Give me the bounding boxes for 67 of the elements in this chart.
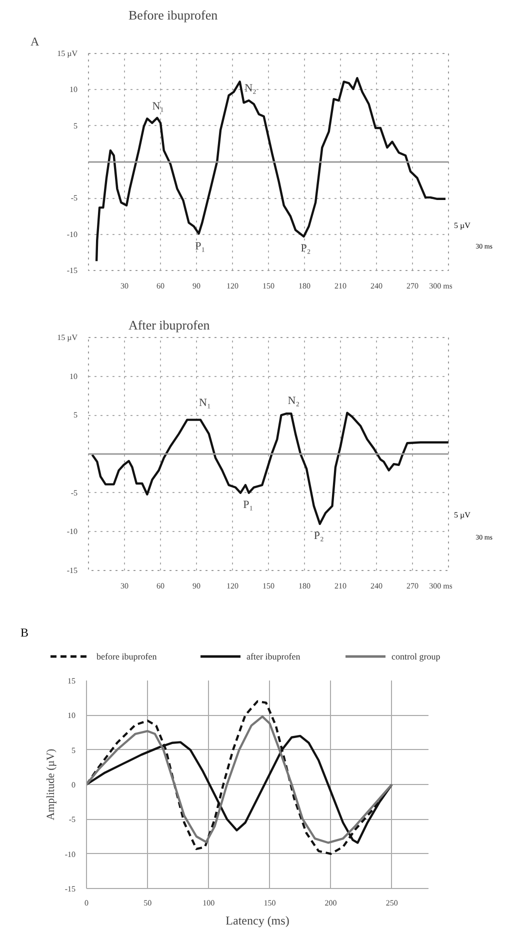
legend-label: control group (392, 652, 441, 662)
x-tick-label: 90 (192, 582, 200, 590)
annotation: N₁ (152, 100, 164, 113)
annotation: N₂ (244, 82, 257, 95)
x-tick-label: 300 ms (429, 582, 453, 590)
annotation: P₁ (243, 498, 254, 511)
text: 5 µV (454, 221, 471, 230)
x-tick-label: 50 (144, 898, 152, 908)
annotation: N₂ (288, 394, 300, 407)
annotation: P₁ (195, 240, 206, 252)
y-tick-label: -5 (70, 488, 78, 498)
line-series (91, 412, 448, 525)
annotation: P₂ (314, 530, 324, 542)
y-tick-label: -5 (68, 815, 76, 824)
x-tick-label: 150 (262, 582, 274, 590)
y-tick-label: 15 µV (57, 333, 78, 342)
y-tick-label: -15 (66, 266, 78, 275)
y-tick-label: -15 (64, 884, 76, 894)
x-tick-label: 150 (262, 282, 274, 290)
x-tick-label: 60 (156, 582, 164, 590)
text: A (30, 34, 40, 48)
text: 5 µV (454, 510, 471, 520)
x-tick-label: 0 (84, 898, 88, 908)
chart-title: Before ibuprofen (128, 8, 218, 22)
x-tick-label: 120 (226, 582, 238, 590)
x-tick-label: 180 (298, 582, 310, 590)
y-tick-label: 10 (70, 372, 78, 381)
y-tick-label: -5 (70, 194, 78, 203)
x-tick-label: 250 (386, 898, 398, 908)
x-tick-label: 240 (370, 582, 382, 590)
x-tick-label: 180 (298, 282, 310, 290)
x-tick-label: 270 (406, 282, 418, 290)
x-tick-label: 270 (406, 582, 418, 590)
y-tick-label: -15 (66, 566, 78, 575)
annotation: P₂ (300, 242, 311, 255)
x-axis-title: Latency (ms) (226, 914, 290, 928)
x-tick-label: 300 ms (429, 282, 453, 290)
y-tick-label: 0 (72, 780, 76, 790)
y-axis-title: Amplitude (µV) (44, 748, 57, 820)
legend-label: after ibuprofen (246, 652, 301, 662)
y-tick-label: -10 (66, 230, 78, 239)
x-tick-label: 210 (334, 582, 346, 590)
y-tick-label: 15 µV (57, 49, 78, 58)
x-tick-label: 210 (334, 282, 346, 290)
y-tick-label: 10 (68, 711, 76, 720)
y-tick-label: -10 (66, 527, 78, 536)
legend-label: before ibuprofen (96, 652, 158, 662)
x-tick-label: 120 (226, 282, 238, 290)
y-tick-label: 10 (70, 85, 78, 94)
x-tick-label: 100 (202, 898, 215, 908)
x-tick-label: 150 (264, 898, 276, 908)
x-tick-label: 240 (370, 282, 382, 290)
x-tick-label: 60 (156, 282, 164, 290)
y-tick-label: 5 (74, 121, 78, 130)
line-series (95, 76, 447, 262)
y-tick-label: -10 (64, 850, 76, 859)
y-tick-label: 5 (72, 746, 76, 755)
y-tick-label: 5 (74, 410, 78, 420)
x-tick-label: 90 (192, 282, 200, 290)
y-tick-label: 15 (68, 676, 76, 686)
text: B (20, 626, 29, 640)
x-tick-label: 30 (120, 582, 128, 590)
annotation: N₁ (199, 397, 211, 410)
line-series (86, 715, 393, 844)
x-tick-label: 30 (120, 282, 128, 290)
x-tick-label: 200 (324, 898, 337, 908)
chart-title: After ibuprofen (128, 318, 210, 332)
